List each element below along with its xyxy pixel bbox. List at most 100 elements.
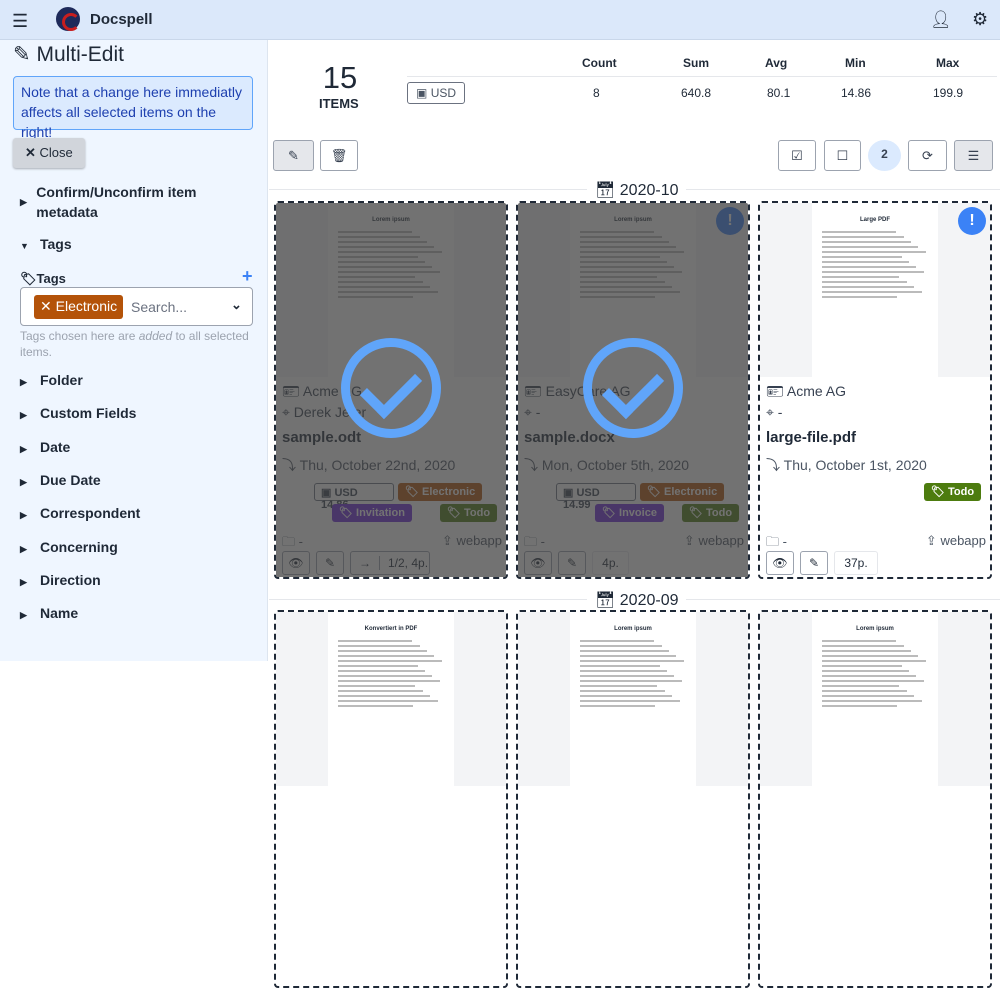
section-tags[interactable]: ▼ Tags: [20, 236, 72, 252]
section-label: Date: [40, 438, 71, 455]
selected-tag-chip[interactable]: ✕ Electronic: [34, 295, 124, 319]
item-card[interactable]: Large PDF ! 🪪︎ Acme AG ⌖ - large-file.pd…: [758, 201, 992, 579]
source: ⇪ webapp: [926, 533, 986, 549]
section-item[interactable]: ▶ Folder: [20, 372, 83, 388]
selection-overlay[interactable]: [276, 203, 506, 577]
user-icon[interactable]: 👤︎: [930, 10, 952, 29]
add-tag-icon[interactable]: +: [242, 266, 253, 286]
preview-title: Large PDF: [859, 217, 890, 223]
correspondent: 🪪︎ Acme AG: [766, 383, 846, 400]
preview-page: Lorem ipsum: [812, 612, 938, 786]
section-confirm[interactable]: ▶ Confirm/Unconfirm item metadata: [20, 182, 220, 222]
caret-down-icon: ▼: [20, 241, 29, 251]
item-list-area: 15 ITEMS ▣ USD Count Sum Avg Min Max 8 6…: [269, 40, 1000, 988]
item-card[interactable]: Lorem ipsum 🪪︎ Acme AG ⌖ Derek Jeter sam…: [274, 201, 508, 579]
item-preview[interactable]: Konvertiert in PDF: [276, 612, 506, 786]
select-all-button[interactable]: ☑: [778, 140, 816, 171]
brand-name[interactable]: Docspell: [90, 11, 153, 28]
tags-dropdown[interactable]: ✕ Electronic Search... ⌄: [20, 287, 253, 326]
item-preview[interactable]: Large PDF: [760, 203, 990, 377]
crosshairs-icon: ⌖: [766, 404, 774, 420]
check-circle-icon: [583, 338, 683, 438]
section-item[interactable]: ▶ Direction: [20, 572, 101, 588]
chevron-down-icon[interactable]: ⌄: [231, 297, 242, 312]
item-card[interactable]: Lorem ipsum: [758, 610, 992, 988]
refresh-button[interactable]: ⟳: [908, 140, 947, 171]
delete-selected-button[interactable]: 🗑︎: [320, 140, 358, 171]
edit-icon: ✎: [13, 43, 31, 66]
edit-selected-button[interactable]: ✎: [273, 140, 314, 171]
select-mode-button[interactable]: ☰: [954, 140, 993, 171]
concerning: ⌖ -: [766, 404, 782, 421]
caret-right-icon: ▶: [20, 377, 27, 387]
tag-icon: 🏷︎: [931, 486, 945, 498]
folder-icon: 🗀: [766, 534, 780, 549]
header-avg: Avg: [765, 56, 788, 70]
item-name[interactable]: large-file.pdf: [766, 429, 857, 446]
item-card[interactable]: Lorem ipsum: [516, 610, 750, 988]
calendar-icon: 📅︎: [595, 592, 616, 609]
preview-page: Large PDF: [812, 203, 938, 377]
section-item[interactable]: ▶ Due Date: [20, 472, 101, 488]
menu-icon[interactable]: ☰: [12, 11, 29, 31]
section-item[interactable]: ▶ Custom Fields: [20, 405, 136, 421]
edit-icon: ✎: [808, 556, 820, 570]
tags-hint: Tags chosen here are added to all select…: [20, 328, 255, 360]
group-header-2020-09: 📅︎ 2020-09: [587, 590, 687, 610]
item-card[interactable]: Konvertiert in PDF: [274, 610, 508, 988]
header-count: Count: [582, 56, 617, 70]
info-note: Note that a change here immediatly affec…: [13, 76, 253, 140]
header-sum: Sum: [683, 56, 710, 70]
section-item[interactable]: ▶ Correspondent: [20, 505, 140, 521]
section-item[interactable]: ▶ Date: [20, 439, 70, 455]
item-preview[interactable]: Lorem ipsum: [760, 612, 990, 786]
hint-text: Tags chosen here are: [20, 329, 139, 343]
tags-label: 🏷︎Tags: [20, 271, 66, 287]
upload-icon: ⇪: [925, 533, 937, 548]
section-item[interactable]: ▶ Concerning: [20, 539, 118, 555]
select-none-button[interactable]: ☐: [824, 140, 861, 171]
tag-badge[interactable]: 🏷︎ Todo: [924, 483, 982, 501]
docspell-logo[interactable]: [53, 4, 83, 34]
section-item[interactable]: ▶ Name: [20, 605, 78, 621]
hint-emphasis: added: [138, 329, 173, 343]
preview-page: Lorem ipsum: [570, 612, 696, 786]
multi-edit-sidebar: ✎ Multi-Edit Note that a change here imm…: [0, 40, 268, 661]
edit-item-button[interactable]: ✎: [800, 551, 828, 575]
eye-icon: 👁︎: [772, 556, 788, 570]
item-card[interactable]: Lorem ipsum ! 🪪︎ EasyCare AG ⌖ - sample.…: [516, 201, 750, 579]
preview-page: Konvertiert in PDF: [328, 612, 454, 786]
source-text: webapp: [940, 533, 986, 548]
item-preview[interactable]: Lorem ipsum: [518, 612, 748, 786]
gear-icon[interactable]: ⚙: [972, 9, 989, 29]
caret-right-icon: ▶: [20, 410, 27, 421]
section-label: Folder: [40, 372, 83, 388]
folder: 🗀 -: [766, 533, 787, 555]
item-date: ⤵ Thu, October 1st, 2020: [766, 455, 927, 475]
group-label: 2020-09: [619, 592, 679, 609]
close-button[interactable]: ✕ Close: [13, 138, 85, 168]
selection-overlay[interactable]: [518, 203, 748, 577]
correspondent-text: Acme AG: [786, 383, 847, 399]
preview-button[interactable]: 👁︎: [766, 551, 794, 575]
folder-text: -: [782, 534, 787, 549]
calendar-icon: 📅︎: [595, 182, 616, 199]
value-min: 14.86: [841, 86, 872, 100]
caret-right-icon: ▶: [20, 510, 27, 521]
date-text: Thu, October 1st, 2020: [783, 457, 927, 473]
close-label: Close: [39, 145, 73, 160]
selected-count-badge: 2: [868, 140, 901, 171]
items-label: ITEMS: [319, 96, 359, 111]
hint-text: to all selected items.: [20, 329, 249, 359]
tags-label-text: Tags: [36, 271, 66, 286]
preview-title: Lorem ipsum: [614, 626, 652, 632]
value-avg: 80.1: [767, 86, 791, 100]
value-count: 8: [593, 86, 600, 100]
tag-search-input[interactable]: Search...: [131, 299, 188, 315]
page-count: 37p.: [834, 551, 878, 575]
caret-right-icon: ▶: [20, 476, 27, 487]
section-label: Due Date: [40, 471, 101, 488]
section-label: Direction: [40, 571, 101, 588]
currency-badge: ▣ USD: [407, 82, 466, 104]
caret-right-icon: ▶: [20, 543, 27, 554]
